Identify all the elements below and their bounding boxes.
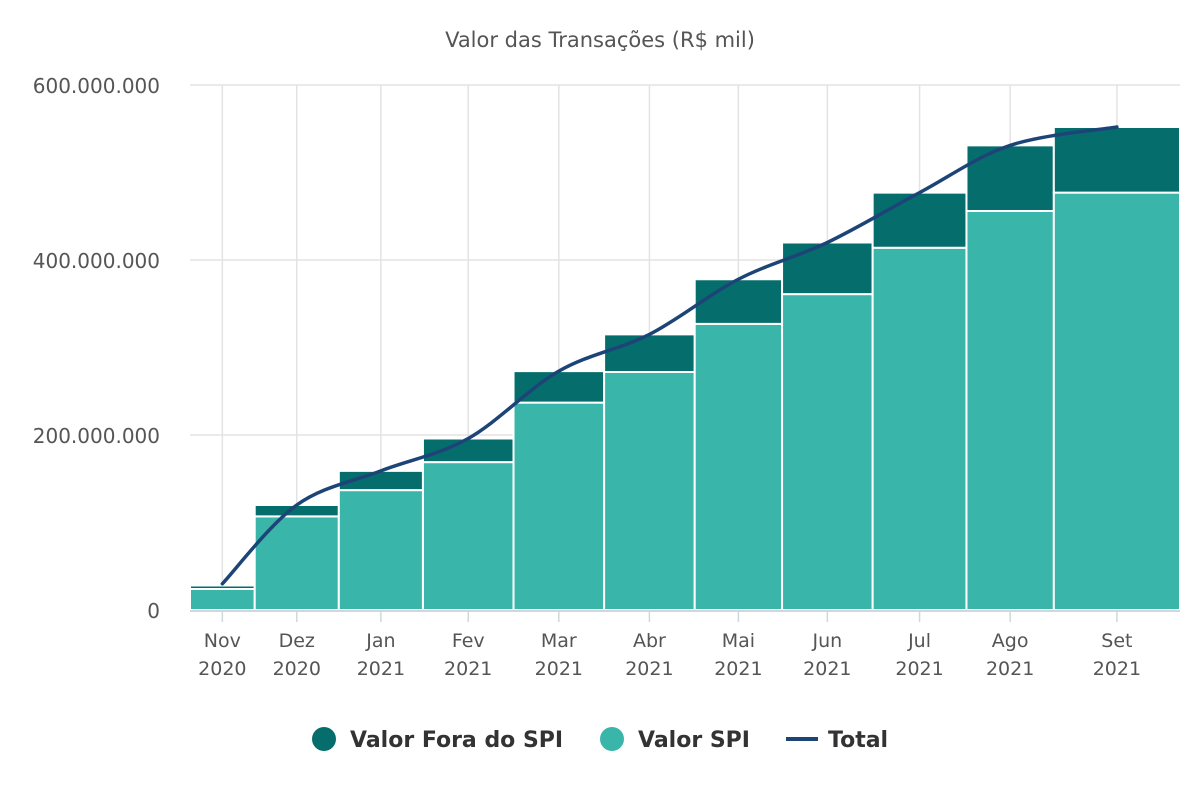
x-tick-label-year: 2021 xyxy=(1093,658,1141,680)
bar-valor-spi xyxy=(603,371,696,611)
bars xyxy=(189,126,1181,611)
y-tick-label: 400.000.000 xyxy=(33,249,160,273)
x-tick-label-month: Jun xyxy=(812,630,843,652)
bar-valor-spi xyxy=(337,489,424,611)
bar-valor-spi xyxy=(512,401,606,611)
x-tick-label-month: Mai xyxy=(722,630,755,652)
y-tick-label: 0 xyxy=(147,599,160,623)
x-tick-label-year: 2021 xyxy=(357,658,405,680)
x-tick-label-month: Ago xyxy=(992,630,1029,652)
x-tick-label-month: Nov xyxy=(204,630,241,652)
x-tick-label-month: Dez xyxy=(279,630,315,652)
legend-marker-valor-fora-do-spi xyxy=(312,727,336,751)
x-tick-label-month: Jan xyxy=(365,630,395,652)
y-tick-label: 200.000.000 xyxy=(33,424,160,448)
bar-valor-spi xyxy=(871,246,968,611)
bar-valor-spi xyxy=(189,588,256,611)
bar-valor-fora-do-spi xyxy=(871,191,968,249)
x-tick-label-year: 2021 xyxy=(535,658,583,680)
bar-valor-spi xyxy=(693,322,784,611)
x-tick-label-year: 2021 xyxy=(714,658,762,680)
bar-valor-spi xyxy=(965,210,1055,611)
bar-valor-fora-do-spi xyxy=(512,370,606,404)
x-tick-label-month: Mar xyxy=(541,630,577,652)
bar-valor-fora-do-spi xyxy=(693,278,784,325)
legend-label-valor-fora-do-spi: Valor Fora do SPI xyxy=(350,728,563,753)
x-tick-label-year: 2020 xyxy=(198,658,246,680)
legend-marker-valor-spi xyxy=(600,727,624,751)
x-tick-label-month: Abr xyxy=(633,630,666,652)
total-line xyxy=(220,125,1119,586)
chart-title: Valor das Transações (R$ mil) xyxy=(445,28,755,52)
bar-valor-fora-do-spi xyxy=(189,584,256,590)
bar-valor-spi xyxy=(781,293,874,611)
legend: Valor Fora do SPI Valor SPI Total xyxy=(312,727,888,753)
x-tick-label-month: Jul xyxy=(907,630,931,652)
x-tick-label-month: Set xyxy=(1101,630,1132,652)
x-tick-label-year: 2021 xyxy=(895,658,943,680)
x-tick-label-month: Fev xyxy=(452,630,485,652)
bar-valor-fora-do-spi xyxy=(781,241,874,296)
bar-valor-fora-do-spi xyxy=(421,437,515,464)
axes: 0 200.000.000 400.000.000 600.000.000 Nov 202… xyxy=(33,74,1180,680)
y-tick-label: 600.000.000 xyxy=(33,74,160,98)
total-line-layer xyxy=(220,125,1119,586)
bar-valor-fora-do-spi xyxy=(965,144,1055,212)
x-tick-label-year: 2020 xyxy=(273,658,321,680)
bar-valor-fora-do-spi xyxy=(1052,126,1181,194)
legend-label-valor-spi: Valor SPI xyxy=(638,728,750,753)
bar-valor-fora-do-spi xyxy=(603,333,696,373)
x-tick-label-year: 2021 xyxy=(986,658,1034,680)
legend-label-total: Total xyxy=(828,728,888,753)
x-tick-label-year: 2021 xyxy=(803,658,851,680)
bar-valor-spi xyxy=(1052,191,1181,611)
x-tick-label-year: 2021 xyxy=(625,658,673,680)
bar-valor-spi xyxy=(421,461,515,611)
x-tick-label-year: 2021 xyxy=(444,658,492,680)
